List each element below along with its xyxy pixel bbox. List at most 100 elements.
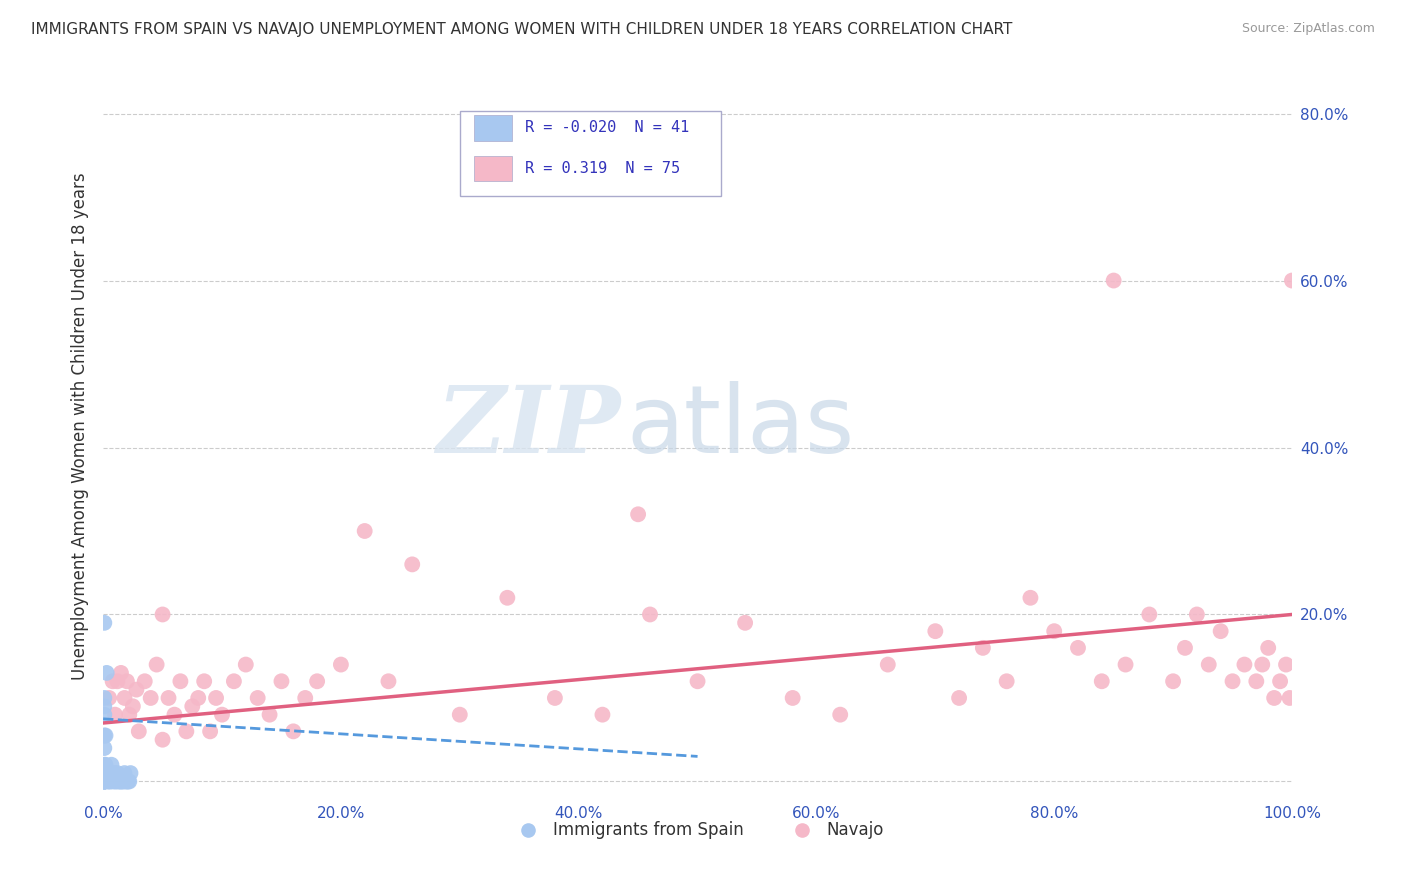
Point xyxy=(94,766,117,780)
Point xyxy=(93,774,115,789)
Point xyxy=(145,657,167,672)
Point xyxy=(93,774,115,789)
Point xyxy=(93,707,115,722)
Point xyxy=(1257,640,1279,655)
Point xyxy=(686,674,709,689)
Point xyxy=(157,690,180,705)
Point xyxy=(1019,591,1042,605)
Point xyxy=(107,774,129,789)
Point xyxy=(591,707,613,722)
Point xyxy=(112,774,135,789)
Legend: Immigrants from Spain, Navajo: Immigrants from Spain, Navajo xyxy=(505,814,891,846)
Point xyxy=(114,774,136,789)
Point xyxy=(121,699,143,714)
Point xyxy=(1275,657,1298,672)
Point xyxy=(1209,624,1232,639)
Point xyxy=(93,774,115,789)
Point xyxy=(94,729,117,743)
Point xyxy=(96,665,118,680)
Point xyxy=(118,774,141,789)
Point xyxy=(104,774,127,789)
Point xyxy=(128,724,150,739)
Text: R = -0.020  N = 41: R = -0.020 N = 41 xyxy=(526,120,689,135)
Point xyxy=(627,508,650,522)
Point xyxy=(134,674,156,689)
Point xyxy=(125,682,148,697)
FancyBboxPatch shape xyxy=(474,115,512,141)
Point xyxy=(995,674,1018,689)
Point xyxy=(93,757,115,772)
Point xyxy=(205,690,228,705)
Point xyxy=(93,741,115,756)
Point xyxy=(98,774,121,789)
Point xyxy=(115,674,138,689)
Point xyxy=(1091,674,1114,689)
Point xyxy=(105,674,128,689)
Point xyxy=(101,774,124,789)
Point xyxy=(152,732,174,747)
Point xyxy=(193,674,215,689)
Text: ZIP: ZIP xyxy=(436,382,620,472)
Point xyxy=(876,657,898,672)
Point xyxy=(734,615,756,630)
Point xyxy=(94,757,117,772)
Point xyxy=(1115,657,1137,672)
Point xyxy=(176,724,198,739)
Point xyxy=(496,591,519,605)
Point xyxy=(93,774,115,789)
Text: Source: ZipAtlas.com: Source: ZipAtlas.com xyxy=(1241,22,1375,36)
Point xyxy=(1185,607,1208,622)
Point xyxy=(93,774,115,789)
Point xyxy=(401,558,423,572)
Point xyxy=(1278,690,1301,705)
Point xyxy=(283,724,305,739)
Point xyxy=(98,774,121,789)
Point xyxy=(105,774,128,789)
Point xyxy=(1281,274,1303,288)
Point xyxy=(353,524,375,538)
Point xyxy=(1233,657,1256,672)
Point xyxy=(115,774,138,789)
Point xyxy=(1198,657,1220,672)
Point xyxy=(93,766,115,780)
Point xyxy=(98,690,121,705)
Point xyxy=(1268,674,1291,689)
Point xyxy=(93,766,115,780)
Point xyxy=(1222,674,1244,689)
Point xyxy=(96,766,118,780)
Point xyxy=(329,657,352,672)
Point xyxy=(1137,607,1160,622)
Point xyxy=(259,707,281,722)
Point xyxy=(169,674,191,689)
Point xyxy=(104,707,127,722)
Point xyxy=(1251,657,1274,672)
Point xyxy=(1246,674,1268,689)
Point xyxy=(111,774,134,789)
Point xyxy=(294,690,316,705)
Point xyxy=(101,674,124,689)
Point xyxy=(235,657,257,672)
Point xyxy=(222,674,245,689)
Point xyxy=(638,607,661,622)
Point xyxy=(110,774,132,789)
Text: atlas: atlas xyxy=(626,381,855,473)
Point xyxy=(97,774,120,789)
Point xyxy=(103,766,125,780)
Point xyxy=(108,774,131,789)
Point xyxy=(118,707,141,722)
Point xyxy=(120,766,142,780)
Point xyxy=(782,690,804,705)
Point xyxy=(93,699,115,714)
Point xyxy=(307,674,329,689)
Point xyxy=(163,707,186,722)
Point xyxy=(93,729,115,743)
Point xyxy=(544,690,567,705)
Point xyxy=(211,707,233,722)
Point xyxy=(117,774,139,789)
Point xyxy=(1102,274,1125,288)
Point xyxy=(114,690,136,705)
Point xyxy=(110,665,132,680)
FancyBboxPatch shape xyxy=(474,156,512,181)
Point xyxy=(187,690,209,705)
Point xyxy=(93,774,115,789)
